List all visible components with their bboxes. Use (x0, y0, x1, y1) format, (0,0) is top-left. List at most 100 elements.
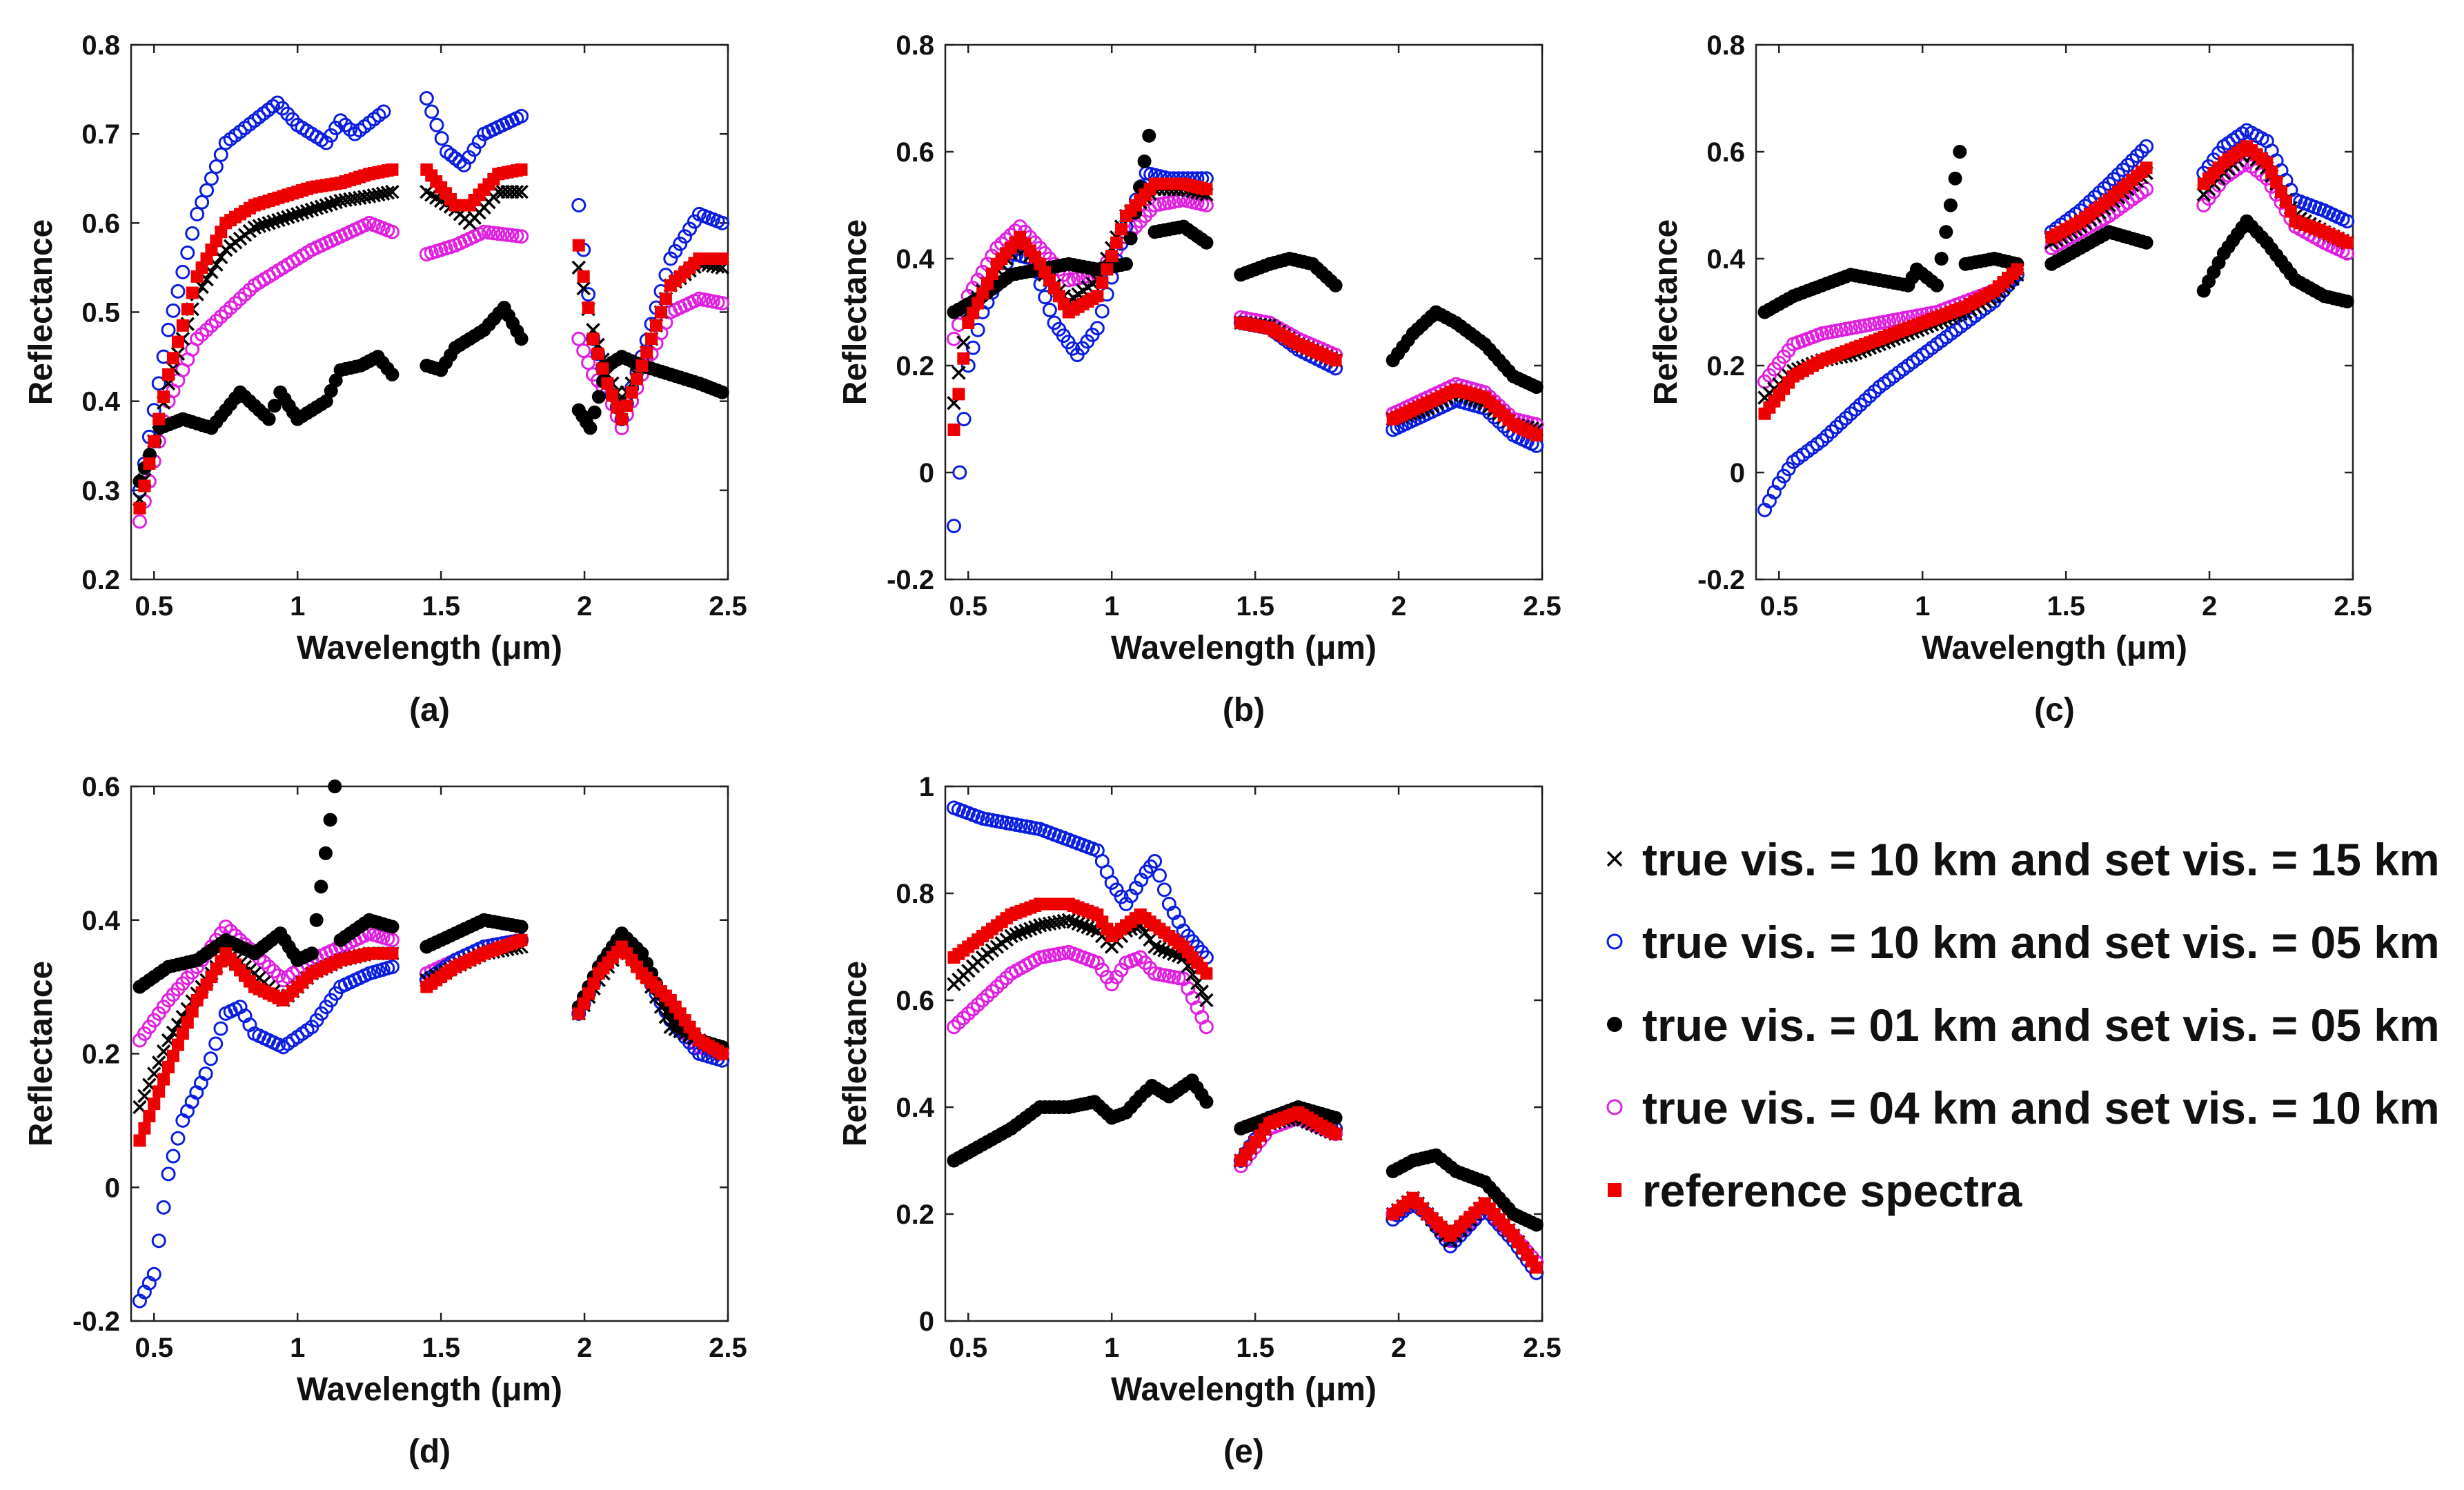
data-point (582, 987, 595, 1000)
data-point (429, 117, 444, 132)
data-point (1820, 428, 1835, 444)
x-axis-label: Wavelength (μm) (297, 1371, 562, 1408)
plot-frame (944, 43, 1544, 581)
x-tick-label: 1 (290, 591, 305, 622)
data-point (1199, 993, 1214, 1008)
data-point (1843, 406, 1858, 421)
data-point (994, 975, 1009, 990)
data-point (156, 1200, 171, 1215)
data-point (1142, 128, 1156, 143)
data-point (515, 933, 528, 946)
data-point (1867, 384, 1882, 399)
data-point (962, 317, 975, 329)
data-point (314, 199, 329, 214)
panel-label: (d) (408, 1433, 451, 1470)
data-point (668, 244, 683, 259)
panel-label: (b) (1223, 692, 1265, 728)
data-point (571, 198, 587, 212)
data-point (286, 208, 300, 223)
data-point (434, 131, 449, 146)
data-point (635, 359, 649, 372)
data-point (199, 322, 215, 337)
data-point (162, 1060, 175, 1073)
data-point (247, 220, 262, 235)
y-tick-label: 0.4 (1706, 244, 1745, 275)
data-point (1115, 223, 1128, 236)
data-point (319, 394, 333, 408)
data-point (304, 202, 319, 217)
data-point (151, 376, 166, 391)
data-point (965, 1002, 980, 1017)
data-point (262, 960, 277, 975)
data-point (1038, 290, 1053, 305)
data-point (514, 920, 529, 934)
data-point (576, 281, 591, 296)
data-point (186, 286, 199, 299)
chart-panel-a: 0.5 1 1.5 2 2.5 0.2 0.3 0.4 0.5 0.6 0.7 0.8 Waveleng… (23, 30, 747, 728)
data-point (161, 322, 176, 337)
data-point (2340, 295, 2354, 308)
x-tick-label: 2 (577, 591, 592, 622)
data-point (572, 239, 585, 252)
series-layer (946, 128, 1544, 533)
data-point (659, 292, 672, 306)
data-point (2275, 186, 2288, 199)
data-point (2279, 195, 2292, 208)
data-point (271, 212, 286, 228)
panel-label: (e) (1223, 1433, 1264, 1470)
data-point (162, 368, 175, 381)
data-point (190, 206, 205, 221)
y-tick-label: 0.8 (896, 30, 934, 61)
data-point (514, 108, 529, 123)
data-point (176, 319, 189, 332)
data-point (213, 1021, 228, 1036)
data-point (956, 335, 971, 350)
data-point (716, 1047, 729, 1060)
data-point (1090, 321, 1105, 336)
data-point (2340, 236, 2354, 249)
legend-marker-circle (1606, 933, 1623, 950)
x-axis-label: Wavelength (μm) (297, 630, 562, 666)
data-point (133, 1134, 146, 1147)
data-point (208, 313, 224, 328)
y-tick-label: 0.4 (81, 906, 120, 936)
chart-panel-e: 0.5 1 1.5 2 2.5 0 0.2 0.4 0.6 0.8 1 Wavelength (μm)… (837, 772, 1561, 1470)
x-axis-label: Wavelength (μm) (1111, 1371, 1377, 1408)
data-point (237, 287, 253, 302)
data-point (281, 210, 295, 224)
data-point (1109, 882, 1124, 897)
panel-label: (a) (409, 692, 450, 728)
data-point (1833, 415, 1849, 430)
legend-item-2: true vis. = 10 km and set vis. = 05 km (1606, 917, 2440, 968)
data-point (957, 352, 970, 365)
legend-marker-square (1608, 1183, 1622, 1197)
data-point (328, 373, 343, 388)
data-point (500, 227, 515, 242)
data-point (2140, 161, 2153, 175)
x-tick-label: 2.5 (1523, 591, 1561, 622)
data-point (965, 340, 980, 355)
panel-label: (c) (2034, 692, 2075, 728)
data-point (956, 1011, 971, 1026)
legend-label: reference spectra (1642, 1165, 2023, 1216)
plot-frame (944, 785, 1544, 1322)
data-point (309, 201, 324, 216)
y-tick-label: 0.2 (81, 1040, 120, 1070)
data-point (2129, 148, 2145, 163)
data-point (204, 318, 219, 333)
y-tick-label: 0.6 (81, 772, 120, 802)
data-point (338, 117, 353, 132)
chart-panel-b: 0.5 1 1.5 2 2.5 -0.2 0 0.2 0.4 0.6 0.8 Wavelength (… (837, 30, 1561, 728)
series-reference-spectra (1758, 140, 2354, 420)
data-point (1137, 154, 1152, 168)
data-point (186, 1005, 199, 1018)
y-tick-label: -0.2 (887, 565, 934, 595)
data-point (1105, 250, 1118, 263)
data-point (967, 306, 980, 319)
data-point (1009, 927, 1023, 942)
data-point (195, 195, 210, 210)
data-point (262, 412, 276, 426)
y-axis-label: Reflectance (837, 961, 874, 1146)
data-point (175, 264, 190, 279)
y-axis-label: Reflectance (1648, 219, 1684, 405)
